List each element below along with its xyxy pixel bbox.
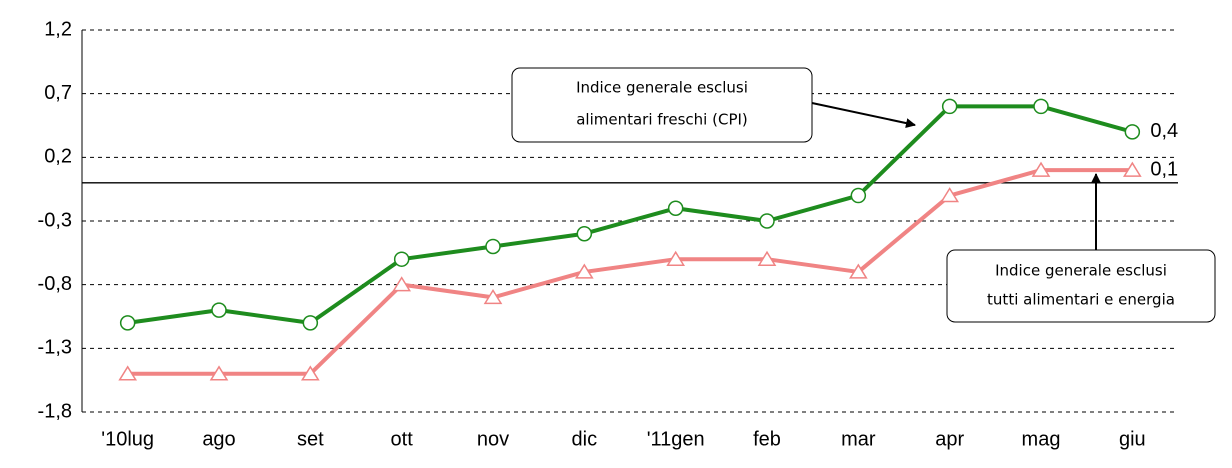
data-label: 0,4 xyxy=(1150,120,1178,142)
marker xyxy=(118,365,138,381)
marker xyxy=(757,250,777,266)
y-tick-label: 1,2 xyxy=(44,18,72,40)
series-line xyxy=(127,168,1133,376)
x-tick-label: dic xyxy=(572,428,598,450)
marker xyxy=(209,365,229,381)
callout-text: alimentari freschi (CPI) xyxy=(576,111,748,129)
y-tick-label: 0,7 xyxy=(44,82,72,104)
marker xyxy=(211,302,227,318)
marker xyxy=(392,276,412,292)
marker xyxy=(483,288,503,305)
marker xyxy=(941,98,958,115)
x-tick-label: ott xyxy=(391,428,414,450)
marker xyxy=(1122,161,1142,177)
data-label: 0,1 xyxy=(1150,158,1178,180)
marker xyxy=(666,250,686,266)
marker xyxy=(759,213,775,229)
marker xyxy=(1124,124,1141,140)
callout-arrow xyxy=(811,102,916,129)
callout-text: tutti alimentari e energia xyxy=(987,291,1175,309)
marker xyxy=(119,315,136,331)
x-tick-label: feb xyxy=(753,428,781,450)
marker xyxy=(485,238,501,255)
x-tick-label: apr xyxy=(935,428,964,450)
x-tick-label: giu xyxy=(1119,428,1146,450)
marker xyxy=(574,263,594,279)
marker xyxy=(848,263,868,279)
marker xyxy=(576,225,593,242)
x-tick-label: mar xyxy=(841,428,876,450)
marker xyxy=(850,187,867,204)
callout-text: Indice generale esclusi xyxy=(995,262,1167,280)
callout-box xyxy=(511,67,813,143)
marker xyxy=(667,200,684,217)
x-tick-label: '11gen xyxy=(647,428,705,450)
x-tick-label: '10lug xyxy=(101,428,154,450)
y-tick-label: -0,8 xyxy=(38,273,72,295)
x-tick-label: set xyxy=(297,428,324,450)
y-tick-label: 0,2 xyxy=(44,146,72,168)
y-tick-label: -0,3 xyxy=(38,209,72,231)
callout-box xyxy=(946,249,1216,323)
x-tick-label: mag xyxy=(1022,428,1061,450)
y-tick-label: -1,3 xyxy=(38,337,72,359)
marker xyxy=(940,187,960,203)
series-line xyxy=(127,104,1133,325)
marker xyxy=(393,251,410,267)
x-tick-label: nov xyxy=(477,428,509,450)
marker xyxy=(1033,98,1049,115)
callout-text: Indice generale esclusi xyxy=(576,79,748,97)
x-tick-label: ago xyxy=(202,428,235,450)
marker xyxy=(300,365,320,381)
marker xyxy=(302,315,319,331)
y-tick-label: -1,8 xyxy=(38,400,72,422)
marker xyxy=(1031,161,1051,177)
